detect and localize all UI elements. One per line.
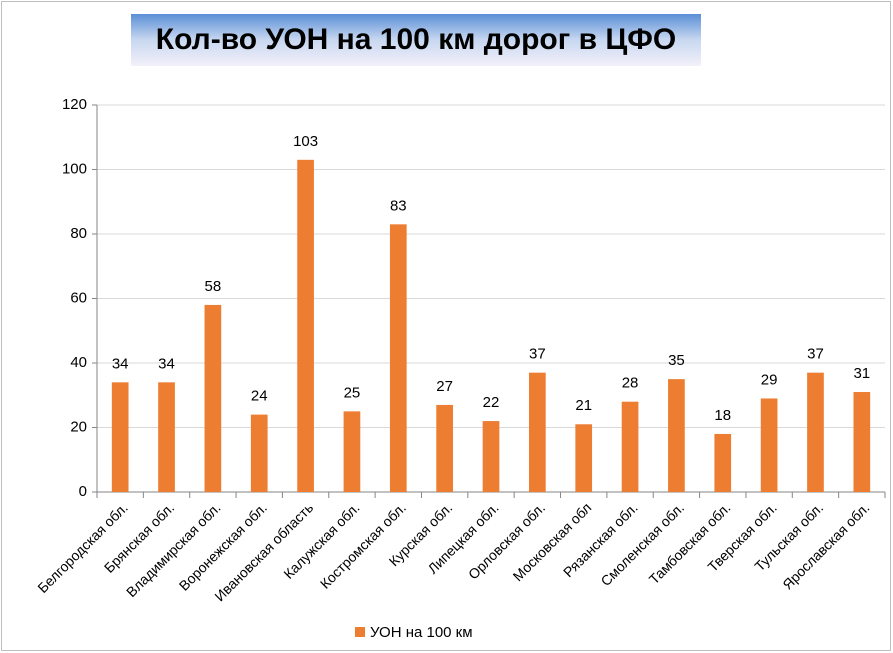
data-label: 34 [112,355,129,372]
data-label: 37 [529,346,546,363]
title-box [131,14,701,66]
data-label: 25 [344,384,361,401]
data-label: 83 [390,197,407,214]
data-label: 18 [714,407,731,424]
legend-swatch [355,627,365,637]
bar [621,401,639,492]
x-tick-label: Костромская обл. [317,499,409,591]
bar [668,379,685,492]
y-tick-label: 60 [70,289,87,306]
data-label: 24 [251,388,268,405]
bar [807,372,824,492]
bar [297,159,314,492]
y-tick-label: 120 [62,96,87,113]
y-tick-label: 20 [70,418,87,435]
data-label: 37 [807,346,824,363]
x-tick-label: Смоленская обл. [597,499,687,589]
bar [482,421,500,492]
bar [204,304,222,492]
data-label: 34 [158,355,175,372]
bar [436,404,453,492]
y-tick-label: 100 [62,160,87,177]
data-label: 28 [622,375,639,392]
y-tick-label: 80 [70,225,87,242]
data-label: 21 [575,397,592,414]
bar [389,224,407,492]
x-tick-label: Тамбовская обл. [646,499,734,587]
data-label: 31 [853,365,870,382]
bar [158,382,175,492]
bar [575,424,593,492]
x-tick-label: Воронежская обл. [176,499,270,593]
data-label: 29 [761,371,778,388]
bar [250,414,268,492]
chart-title: Кол-во УОН на 100 км дорог в ЦФО [156,23,676,56]
x-tick-label: Ярославская обл. [779,499,872,592]
bar [529,372,546,492]
bar [714,433,732,492]
x-tick-label: Московская обл [510,499,595,584]
bar [760,398,778,492]
data-label: 58 [205,278,222,295]
bar [343,411,361,492]
data-label: 22 [483,394,500,411]
bar [853,392,871,492]
bar [111,382,129,492]
y-tick-label: 40 [70,354,87,371]
data-label: 27 [436,378,453,395]
data-label: 35 [668,352,685,369]
legend-label: УОН на 100 км [370,624,473,641]
data-label: 103 [293,133,318,150]
y-tick-label: 0 [79,483,87,500]
